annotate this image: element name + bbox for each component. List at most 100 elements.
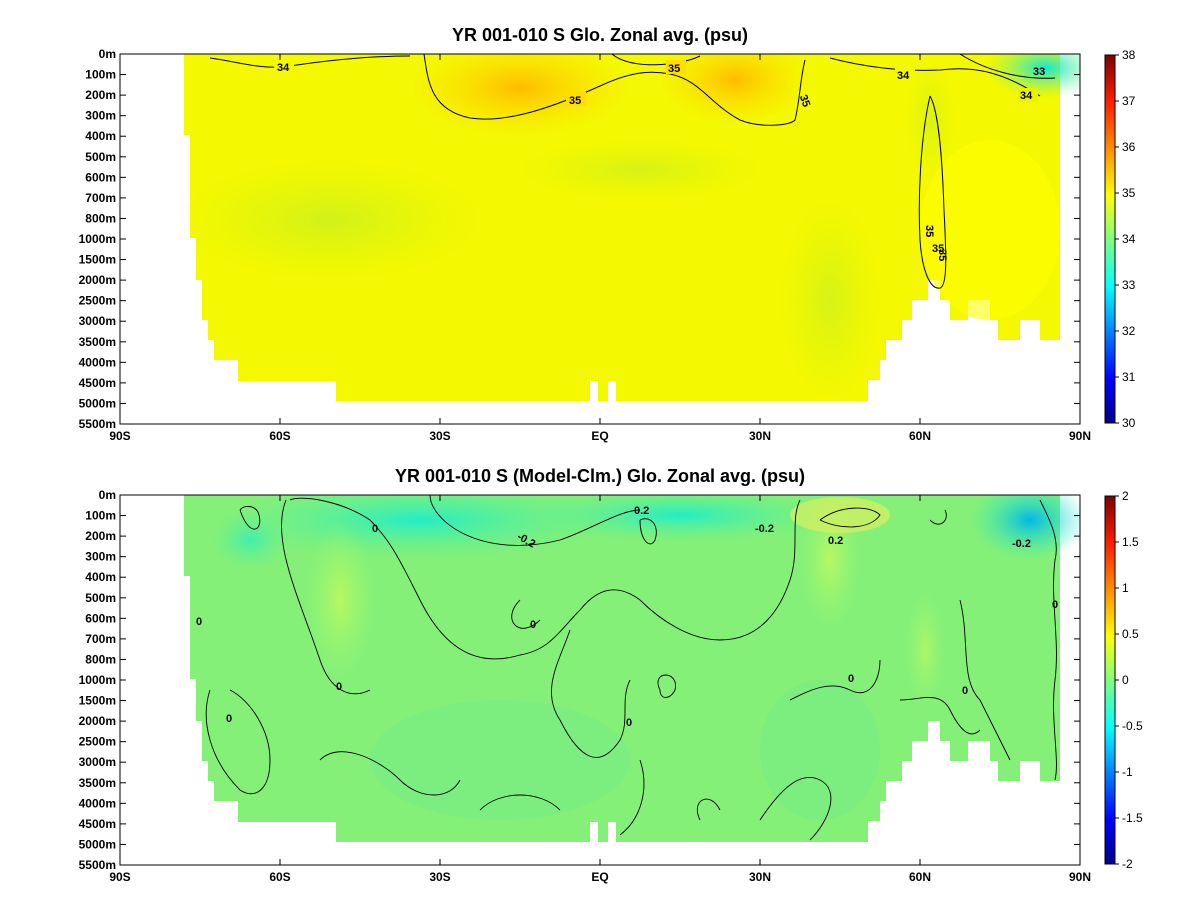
x-tick-label: EQ	[591, 429, 608, 443]
contour-label: 34	[277, 62, 290, 74]
y-tick-label: 800m	[85, 652, 116, 666]
y-tick-label: 800m	[85, 211, 116, 225]
y-tick-label: 5500m	[79, 417, 116, 431]
contour-label: 35	[936, 249, 948, 261]
contour-label: 35	[932, 243, 944, 255]
y-tick-label: 3000m	[79, 314, 116, 328]
x-tick-label: 30S	[429, 870, 450, 884]
colorbar-gradient	[1104, 54, 1116, 424]
y-tick-label: 4500m	[79, 817, 116, 831]
y-tick-label: 100m	[85, 509, 116, 523]
difference-field: 0 0.2 -0.2 -0.2 0.2 -0.2 0 0 0 0 0 0 0 0	[120, 495, 1080, 865]
y-tick-label: 400m	[85, 129, 116, 143]
colorbar-tick-label: 31	[1122, 370, 1136, 384]
y-tick-label: 1500m	[79, 253, 116, 267]
contour-label-group: 34 35 35 35 34 34 33 35 35 35	[274, 59, 1045, 261]
y-tick-label: 3500m	[79, 335, 116, 349]
contour-label: 33	[1033, 66, 1045, 78]
contour-label: 0	[336, 681, 342, 693]
x-tick-label: 60S	[269, 870, 290, 884]
y-tick-label: 4500m	[79, 376, 116, 390]
x-tick-label: 60N	[909, 870, 931, 884]
y-tick-label: 2000m	[79, 714, 116, 728]
x-tick-label: 90S	[109, 870, 130, 884]
colorbar-tick-label: 1.5	[1122, 535, 1139, 549]
y-tick-label: 1000m	[79, 232, 116, 246]
x-tick-label: 90N	[1069, 870, 1091, 884]
colorbar-tick-label: 38	[1122, 48, 1136, 62]
contour-label: 0	[226, 713, 232, 725]
contour-label: 0	[962, 685, 968, 697]
y-tick-label: 5000m	[79, 396, 116, 410]
y-tick-label: 400m	[85, 570, 116, 584]
y-tick-label: 700m	[85, 191, 116, 205]
y-tick-label: 700m	[85, 632, 116, 646]
colorbar-tick-label: -0.5	[1122, 719, 1143, 733]
y-tick-label: 2500m	[79, 294, 116, 308]
y-tick-label: 0m	[99, 488, 116, 502]
contour-label: 0	[1052, 599, 1058, 611]
axis-ticks: 90S 60S 30S EQ 30N 60N 90N 0m 100m 200m 300m 400m 50…	[79, 47, 1091, 443]
contour-label: 0	[848, 673, 854, 685]
y-tick-label: 500m	[85, 150, 116, 164]
colorbar-tick-label: 2	[1122, 489, 1129, 503]
y-tick-label: 100m	[85, 68, 116, 82]
x-tick-label: 60N	[909, 429, 931, 443]
contour-label: 34	[897, 70, 910, 82]
colorbar: 30 31 32 33 34 35 36 37 38	[1104, 48, 1136, 430]
contour-label: 35	[797, 93, 812, 109]
contour-label: -0.2	[1012, 538, 1031, 550]
colorbar-tick-label: 0.5	[1122, 627, 1139, 641]
salinity-panel: YR 001-010 S Glo. Zonal avg. (psu)	[79, 25, 1136, 443]
colorbar: -2 -1.5 -1 -0.5 0 0.5 1 1.5 2	[1104, 489, 1143, 871]
contour-label: 0.2	[634, 505, 649, 517]
y-tick-label: 200m	[85, 88, 116, 102]
y-tick-label: 2500m	[79, 735, 116, 749]
colorbar-tick-label: -2	[1122, 857, 1133, 871]
y-tick-label: 300m	[85, 550, 116, 564]
colorbar-tick-label: 0	[1122, 673, 1129, 687]
x-tick-label: 60S	[269, 429, 290, 443]
contour-label: 35	[923, 225, 935, 237]
salinity-field: 34 35 35 35 34 34 33 35 35 35	[120, 54, 1080, 424]
y-tick-label: 600m	[85, 611, 116, 625]
colorbar-tick-label: 1	[1122, 581, 1129, 595]
y-tick-label: 500m	[85, 591, 116, 605]
y-tick-label: 2000m	[79, 273, 116, 287]
x-tick-label: 30N	[749, 429, 771, 443]
contour-label: 35	[668, 63, 680, 75]
chart-title: YR 001-010 S Glo. Zonal avg. (psu)	[452, 25, 748, 45]
colorbar-tick-label: 35	[1122, 186, 1136, 200]
y-tick-label: 300m	[85, 109, 116, 123]
colorbar-tick-label: -1.5	[1122, 811, 1143, 825]
colorbar-tick-label: 32	[1122, 324, 1136, 338]
axis-ticks: 90S 60S 30S EQ 30N 60N 90N 0m 100m 200m 300m 400m 50…	[79, 488, 1091, 884]
colorbar-tick-label: 30	[1122, 416, 1136, 430]
x-tick-label: 30S	[429, 429, 450, 443]
contour-label: 0	[372, 523, 378, 535]
colorbar-tick-label: 37	[1122, 94, 1136, 108]
y-tick-label: 4000m	[79, 796, 116, 810]
y-tick-label: 4000m	[79, 355, 116, 369]
y-tick-label: 5000m	[79, 837, 116, 851]
colorbar-gradient	[1104, 495, 1116, 865]
contour-label: 0	[196, 616, 202, 628]
contour-label: -0.2	[755, 523, 774, 535]
y-tick-label: 3500m	[79, 776, 116, 790]
y-tick-label: 600m	[85, 170, 116, 184]
contour-label: 0.2	[828, 535, 843, 547]
colorbar-tick-label: 36	[1122, 140, 1136, 154]
y-tick-label: 1500m	[79, 694, 116, 708]
y-tick-label: 0m	[99, 47, 116, 61]
y-tick-label: 200m	[85, 529, 116, 543]
x-tick-label: EQ	[591, 870, 608, 884]
colorbar-tick-label: -1	[1122, 765, 1133, 779]
x-tick-label: 90N	[1069, 429, 1091, 443]
contour-label: 0	[626, 717, 632, 729]
y-tick-label: 3000m	[79, 755, 116, 769]
x-tick-label: 90S	[109, 429, 130, 443]
chart-title: YR 001-010 S (Model-Clm.) Glo. Zonal avg…	[395, 466, 805, 486]
difference-panel: YR 001-010 S (Model-Clm.) Glo. Zonal avg…	[79, 466, 1143, 884]
contour-lines	[205, 495, 1057, 841]
